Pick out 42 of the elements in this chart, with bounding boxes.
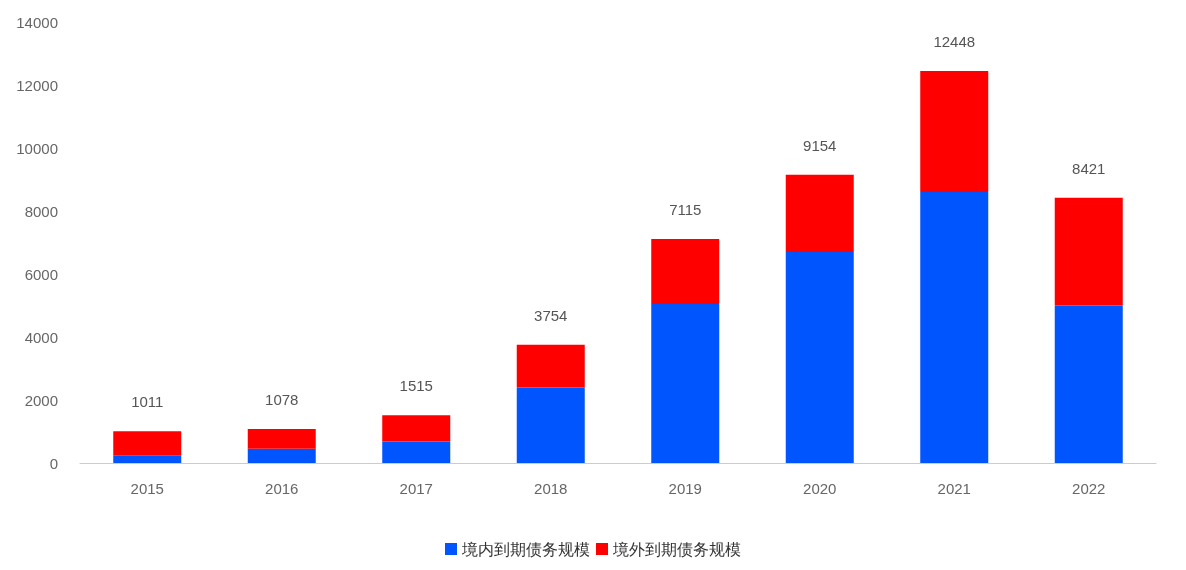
legend-label: 境外到期债务规模: [612, 540, 741, 558]
x-tick-label: 2019: [668, 480, 702, 497]
bar: [247, 429, 316, 449]
x-tick-label: 2018: [534, 480, 568, 497]
x-tick-label: 2017: [399, 480, 433, 497]
bar: [785, 174, 854, 252]
x-tick-label: 2021: [937, 480, 971, 497]
bar: [920, 192, 989, 463]
bar: [382, 415, 451, 442]
total-label: 3754: [534, 306, 568, 324]
bar: [113, 455, 182, 463]
total-label: 12448: [933, 32, 976, 50]
bar: [920, 70, 989, 193]
x-tick-label: 2020: [803, 480, 837, 497]
total-label: 9154: [803, 136, 837, 154]
x-tick-label: 2016: [265, 480, 299, 497]
total-label: 7115: [669, 200, 702, 218]
bar: [516, 344, 585, 388]
y-tick-label: 10000: [16, 139, 58, 157]
bar: [382, 441, 451, 463]
total-label: 1515: [399, 377, 433, 395]
x-tick-label: 2022: [1072, 480, 1106, 497]
bar: [113, 431, 182, 456]
total-label: 1011: [131, 393, 164, 411]
y-tick-label: 2000: [24, 391, 58, 409]
bar: [516, 387, 585, 463]
bar: [785, 251, 854, 463]
y-tick-label: 0: [49, 454, 58, 472]
y-tick-label: 8000: [24, 202, 58, 220]
bar: [1054, 197, 1123, 306]
bar: [651, 238, 720, 304]
y-tick-label: 14000: [16, 13, 58, 31]
y-tick-label: 6000: [24, 265, 58, 283]
bar: [247, 448, 316, 463]
y-tick-label: 12000: [16, 76, 58, 94]
legend-label: 境内到期债务规模: [461, 540, 590, 558]
total-label: 1078: [265, 391, 299, 409]
bar: [651, 303, 720, 463]
bar: [1054, 305, 1123, 463]
total-label: 8421: [1072, 159, 1106, 177]
y-tick-label: 4000: [24, 328, 58, 346]
x-tick-label: 2015: [130, 480, 164, 497]
